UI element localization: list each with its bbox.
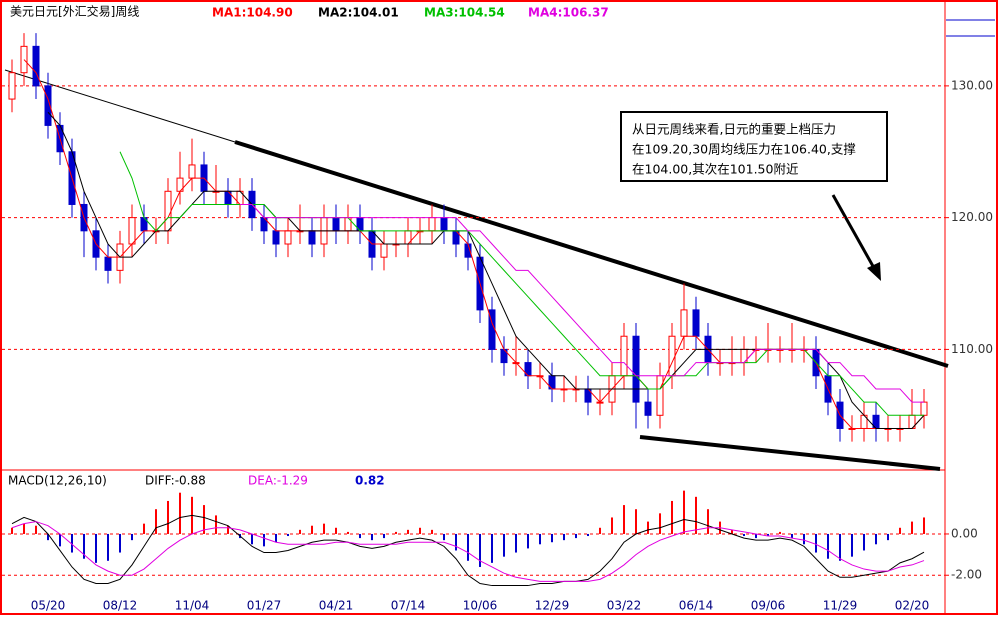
y-tick-label: 130.00 [951,78,993,92]
candle-body [284,230,292,245]
x-tick-label: 02/20 [895,599,930,613]
candle-body [656,375,664,416]
candle-body [380,243,388,258]
chart-title: 美元日元[外汇交易]周线 [10,4,139,19]
legend-entry: MA4:106.37 [528,6,609,20]
y-tick-label: 120.00 [951,210,993,224]
ma-line [11,514,925,587]
x-tick-label: 10/06 [463,599,498,613]
candle-body [428,217,436,232]
support-line [639,435,941,471]
resistance-line [234,140,949,368]
annotation-box [620,111,888,182]
ma-line [11,521,925,582]
y-tick-label: 110.00 [951,342,993,356]
candle-body [128,217,136,245]
candle-body [332,217,340,232]
legend-entry: MA1:104.90 [212,6,293,20]
legend-entry: MA3:104.54 [424,6,505,20]
candle-body [32,45,40,87]
candle-body [920,401,928,416]
candle-body [164,190,172,232]
candle-body [188,164,196,179]
candle-body [620,335,628,377]
y-tick-label: 0.00 [951,526,978,540]
candle-body [308,230,316,245]
x-tick-label: 01/27 [247,599,282,613]
candle-body [668,335,676,377]
annotation-line: 在109.20,30周均线压力在106.40,支撑 [632,142,856,157]
candle-body [692,309,700,337]
candle-body [632,335,640,403]
candle-body [272,230,280,245]
x-tick-label: 11/04 [175,599,210,613]
candle-body [644,401,652,416]
annotation-line: 从日元周线来看,日元的重要上档压力 [632,122,836,137]
legend-entry: DEA:-1.29 [248,474,308,488]
x-tick-label: 05/20 [31,599,66,613]
candle-body [44,85,52,126]
candle-body [440,217,448,232]
candle-body [104,256,112,271]
candle-body [680,309,688,337]
candle-body [8,72,16,100]
x-tick-label: 12/29 [535,599,570,613]
macd-title: MACD(12,26,10) [8,474,107,488]
x-tick-label: 06/14 [679,599,714,613]
y-tick-label: -2.00 [951,568,982,582]
legend-entry: MA2:104.01 [318,6,399,20]
annotation-line: 在104.00,其次在101.50附近 [632,162,799,177]
ma-line [240,203,924,403]
trend-line [4,69,236,143]
x-tick-label: 03/22 [607,599,642,613]
x-tick-label: 11/29 [823,599,858,613]
arrow-head [867,262,881,281]
x-tick-label: 07/14 [391,599,426,613]
arrow-shaft [831,194,876,269]
x-tick-label: 04/21 [319,599,354,613]
x-tick-label: 09/06 [751,599,786,613]
x-tick-label: 08/12 [103,599,138,613]
legend-entry: DIFF:-0.88 [145,474,206,488]
legend-entry: 0.82 [355,474,385,488]
